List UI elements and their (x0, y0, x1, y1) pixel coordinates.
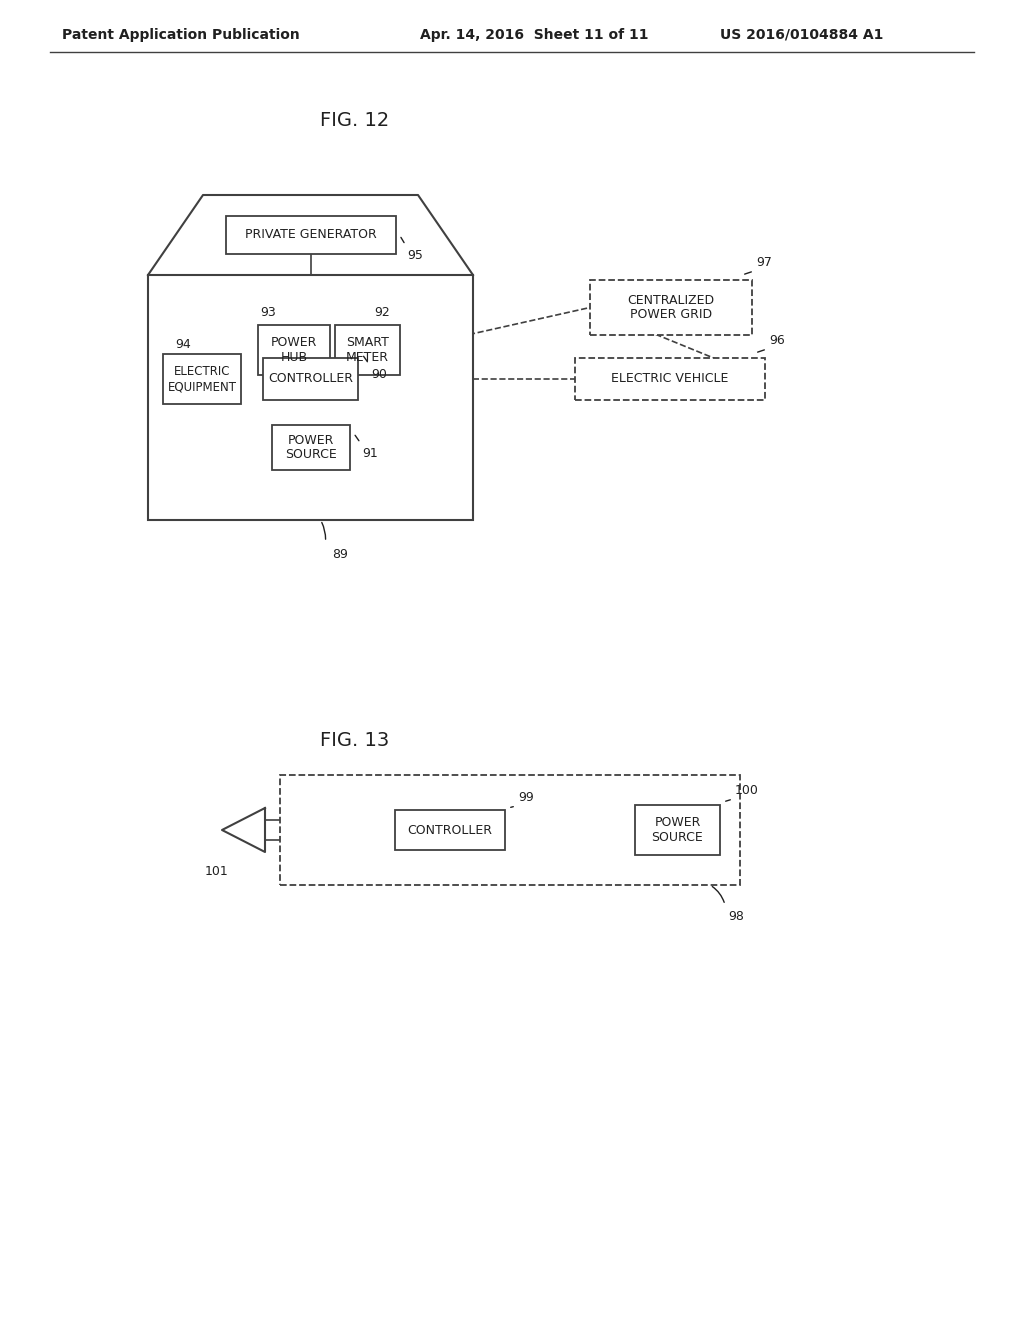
Text: 89: 89 (333, 548, 348, 561)
Text: FIG. 12: FIG. 12 (321, 111, 389, 129)
Text: 101: 101 (205, 865, 229, 878)
Text: 92: 92 (375, 306, 390, 319)
Text: 94: 94 (175, 338, 190, 351)
Text: PRIVATE GENERATOR: PRIVATE GENERATOR (245, 228, 377, 242)
Text: Apr. 14, 2016  Sheet 11 of 11: Apr. 14, 2016 Sheet 11 of 11 (420, 28, 648, 42)
Bar (163, 354, 241, 404)
Bar (225, 216, 395, 253)
Text: 91: 91 (362, 447, 378, 459)
Bar (271, 425, 349, 470)
Text: Patent Application Publication: Patent Application Publication (62, 28, 300, 42)
Bar (635, 805, 720, 855)
Text: 90: 90 (371, 368, 387, 381)
Text: 93: 93 (260, 306, 275, 319)
Text: POWER
SOURCE: POWER SOURCE (285, 433, 336, 462)
Text: 95: 95 (408, 249, 423, 261)
Bar (335, 325, 400, 375)
Text: 99: 99 (518, 791, 534, 804)
Bar (590, 280, 752, 335)
Text: ELECTRIC
EQUIPMENT: ELECTRIC EQUIPMENT (168, 366, 237, 393)
Text: ELECTRIC VEHICLE: ELECTRIC VEHICLE (611, 372, 729, 385)
Text: CONTROLLER: CONTROLLER (268, 372, 353, 385)
Text: POWER
HUB: POWER HUB (270, 337, 317, 364)
Text: FIG. 13: FIG. 13 (321, 730, 389, 750)
Bar (263, 358, 358, 400)
Bar (395, 810, 505, 850)
Text: 98: 98 (728, 909, 743, 923)
Bar (148, 275, 473, 520)
Text: SMART
METER: SMART METER (346, 337, 389, 364)
Bar (280, 775, 740, 884)
Text: 100: 100 (735, 784, 759, 797)
Text: US 2016/0104884 A1: US 2016/0104884 A1 (720, 28, 884, 42)
Text: 97: 97 (756, 256, 772, 269)
Text: 96: 96 (769, 334, 784, 347)
Text: CONTROLLER: CONTROLLER (408, 824, 493, 837)
Text: POWER
SOURCE: POWER SOURCE (651, 816, 703, 843)
Bar (258, 325, 330, 375)
Bar (575, 358, 765, 400)
Text: CENTRALIZED
POWER GRID: CENTRALIZED POWER GRID (628, 293, 715, 322)
